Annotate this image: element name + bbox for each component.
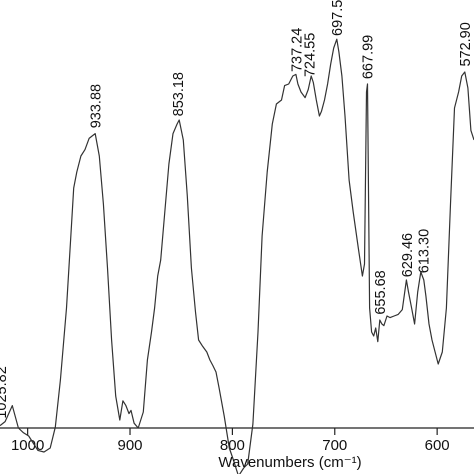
peak-label: 853.18 xyxy=(171,72,187,116)
x-tick-label: 1000 xyxy=(11,437,44,454)
spectrum-line xyxy=(0,38,474,474)
x-tick-label: 600 xyxy=(425,437,450,454)
peak-label: 655.68 xyxy=(373,270,389,314)
peak-label: 737.24 xyxy=(290,28,306,72)
peak-label: 1025.82 xyxy=(0,366,10,418)
peak-label: 667.99 xyxy=(361,35,377,79)
x-tick-label: 700 xyxy=(322,437,347,454)
peak-label: 933.88 xyxy=(88,84,104,128)
peak-label: 629.46 xyxy=(400,233,416,277)
peak-label: 572.90 xyxy=(458,22,474,66)
x-tick-label: 800 xyxy=(220,437,245,454)
x-axis-title: Wavenumbers (cm⁻¹) xyxy=(218,454,361,471)
peak-label: 697.57 xyxy=(330,0,346,36)
x-tick-label: 900 xyxy=(118,437,143,454)
peak-label: 613.30 xyxy=(417,229,433,273)
x-axis-ticks xyxy=(27,428,438,435)
peak-label: 724.55 xyxy=(303,33,319,77)
x-axis-tick-labels: 1000 900 800 700 600 xyxy=(11,437,450,454)
